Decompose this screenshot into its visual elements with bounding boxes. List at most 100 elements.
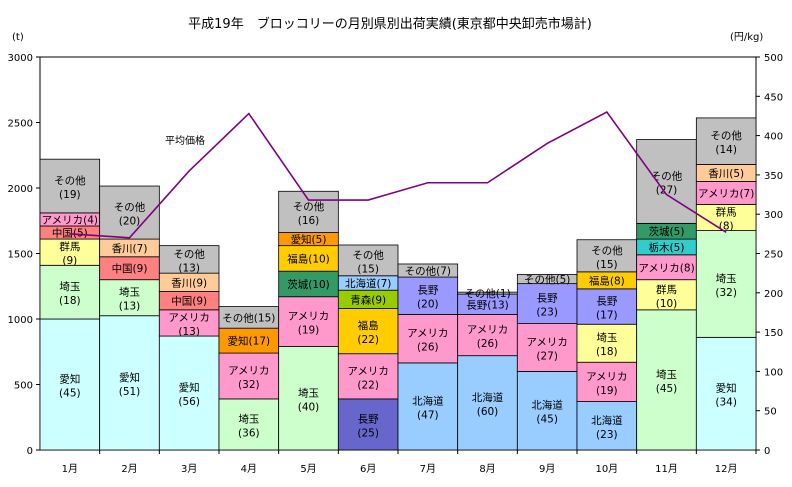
segment-share-label: (45) bbox=[656, 383, 678, 395]
bar-segment bbox=[636, 279, 697, 311]
bar-segment bbox=[576, 239, 638, 273]
segment-share-label: (47) bbox=[417, 409, 439, 421]
bar-segment bbox=[695, 230, 757, 338]
right-y-tick-label: 200 bbox=[764, 289, 783, 300]
segment-name-label: 愛知 bbox=[119, 371, 140, 384]
bar-segment bbox=[278, 270, 339, 298]
segment-label: アメリカ(7) bbox=[698, 188, 754, 200]
segment-label: 香川(5) bbox=[708, 168, 744, 180]
right-y-tick-label: 250 bbox=[764, 250, 783, 261]
bar-segment bbox=[397, 362, 459, 451]
segment-share-label: (27) bbox=[536, 350, 558, 362]
left-y-tick-label: 500 bbox=[14, 381, 33, 392]
segment-share-label: (32) bbox=[715, 287, 737, 299]
segment-label: その他(7) bbox=[405, 265, 451, 278]
bar-segment bbox=[695, 336, 757, 451]
bar-segment bbox=[158, 309, 220, 337]
bar-segment bbox=[337, 308, 399, 355]
segment-name-label: 愛知 bbox=[59, 373, 80, 386]
segment-share-label: (8) bbox=[719, 220, 734, 232]
x-tick-label: 8月 bbox=[479, 463, 495, 475]
segment-share-label: (10) bbox=[656, 298, 678, 310]
segment-name-label: 埼玉 bbox=[596, 331, 617, 344]
segment-label: 福島(8) bbox=[589, 274, 625, 287]
segment-share-label: (22) bbox=[357, 379, 379, 391]
left-axis-unit: (t) bbox=[12, 32, 24, 43]
right-y-tick-label: 500 bbox=[764, 53, 783, 64]
bar-segment bbox=[337, 398, 399, 451]
segment-label: アメリカ(8) bbox=[638, 262, 694, 274]
bar-segment bbox=[99, 185, 160, 240]
segment-share-label: (23) bbox=[596, 429, 618, 441]
segment-name-label: 埼玉 bbox=[238, 412, 259, 425]
segment-name-label: 埼玉 bbox=[716, 272, 737, 285]
segment-label: 北海道(7) bbox=[345, 277, 391, 290]
bar-segment bbox=[636, 309, 697, 451]
segment-name-label: 埼玉 bbox=[298, 386, 319, 399]
left-y-tick-label: 1500 bbox=[8, 250, 33, 261]
segment-share-label: (45) bbox=[536, 414, 558, 426]
segment-label: 香川(7) bbox=[112, 243, 148, 255]
segment-name-label: 長野 bbox=[537, 293, 558, 305]
segment-label: 中国(9) bbox=[112, 262, 148, 275]
segment-share-label: (13) bbox=[119, 301, 141, 313]
right-axis-unit: (円/kg) bbox=[730, 32, 763, 43]
segment-label: 茨城(5) bbox=[649, 225, 685, 238]
bar-segment bbox=[337, 244, 399, 277]
price-line: 平均価格 bbox=[69, 110, 727, 239]
bar-segment bbox=[576, 401, 638, 451]
segment-label: 長野(13) bbox=[466, 299, 509, 311]
segment-share-label: (34) bbox=[715, 397, 737, 409]
segment-label: 茨城(10) bbox=[287, 278, 330, 291]
right-y-tick-label: 0 bbox=[764, 446, 770, 457]
segment-share-label: (20) bbox=[119, 216, 141, 228]
segment-name-label: その他 bbox=[710, 129, 742, 142]
segment-label: 栃木(5) bbox=[649, 241, 685, 254]
bar-segment bbox=[39, 264, 101, 320]
segment-name-label: 北海道 bbox=[412, 394, 444, 407]
bar-segment bbox=[516, 283, 578, 324]
x-tick-label: 10月 bbox=[595, 463, 618, 475]
bar-segment bbox=[218, 352, 280, 400]
segment-share-label: (13) bbox=[178, 326, 200, 338]
price-series-line bbox=[69, 110, 727, 239]
segment-name-label: 群馬 bbox=[716, 205, 737, 218]
segment-label: その他(1) bbox=[464, 287, 510, 300]
left-y-tick-label: 3000 bbox=[8, 53, 33, 64]
segment-share-label: (16) bbox=[298, 215, 320, 227]
segment-share-label: (56) bbox=[178, 396, 200, 408]
bar-segment bbox=[695, 203, 757, 231]
segment-label: その他(15) bbox=[222, 311, 275, 324]
segment-label: 中国(5) bbox=[52, 227, 88, 240]
bar-segment bbox=[99, 315, 160, 451]
segment-share-label: (15) bbox=[357, 263, 379, 275]
left-y-tick-label: 2500 bbox=[8, 119, 33, 130]
bar-segment bbox=[397, 263, 459, 278]
bar-segment bbox=[158, 245, 220, 274]
segment-share-label: (32) bbox=[238, 379, 260, 391]
x-tick-label: 6月 bbox=[360, 463, 376, 475]
segment-name-label: 北海道 bbox=[591, 414, 623, 427]
bar-segment bbox=[576, 323, 638, 363]
segment-name-label: 埼玉 bbox=[59, 280, 80, 293]
segment-label: 愛知(5) bbox=[291, 233, 327, 246]
segment-name-label: 長野 bbox=[596, 296, 617, 308]
segment-name-label: 群馬 bbox=[59, 240, 80, 253]
right-y-tick-label: 350 bbox=[764, 171, 783, 182]
segment-share-label: (15) bbox=[596, 259, 618, 271]
segment-name-label: 北海道 bbox=[531, 399, 563, 412]
right-y-tick-label: 450 bbox=[764, 92, 783, 103]
segment-share-label: (45) bbox=[59, 388, 81, 400]
x-tick-label: 9月 bbox=[539, 463, 555, 475]
segment-name-label: 愛知 bbox=[716, 382, 737, 395]
bar-segment bbox=[516, 370, 578, 451]
bar-segment bbox=[576, 361, 638, 402]
x-tick-label: 11月 bbox=[655, 463, 678, 475]
segment-name-label: アメリカ bbox=[347, 365, 388, 377]
segment-name-label: アメリカ bbox=[228, 365, 269, 377]
segment-share-label: (26) bbox=[477, 338, 499, 350]
right-y-tick-label: 150 bbox=[764, 328, 783, 339]
bar-segment bbox=[99, 279, 160, 317]
segment-share-label: (51) bbox=[119, 386, 141, 398]
x-tick-label: 5月 bbox=[300, 463, 316, 475]
